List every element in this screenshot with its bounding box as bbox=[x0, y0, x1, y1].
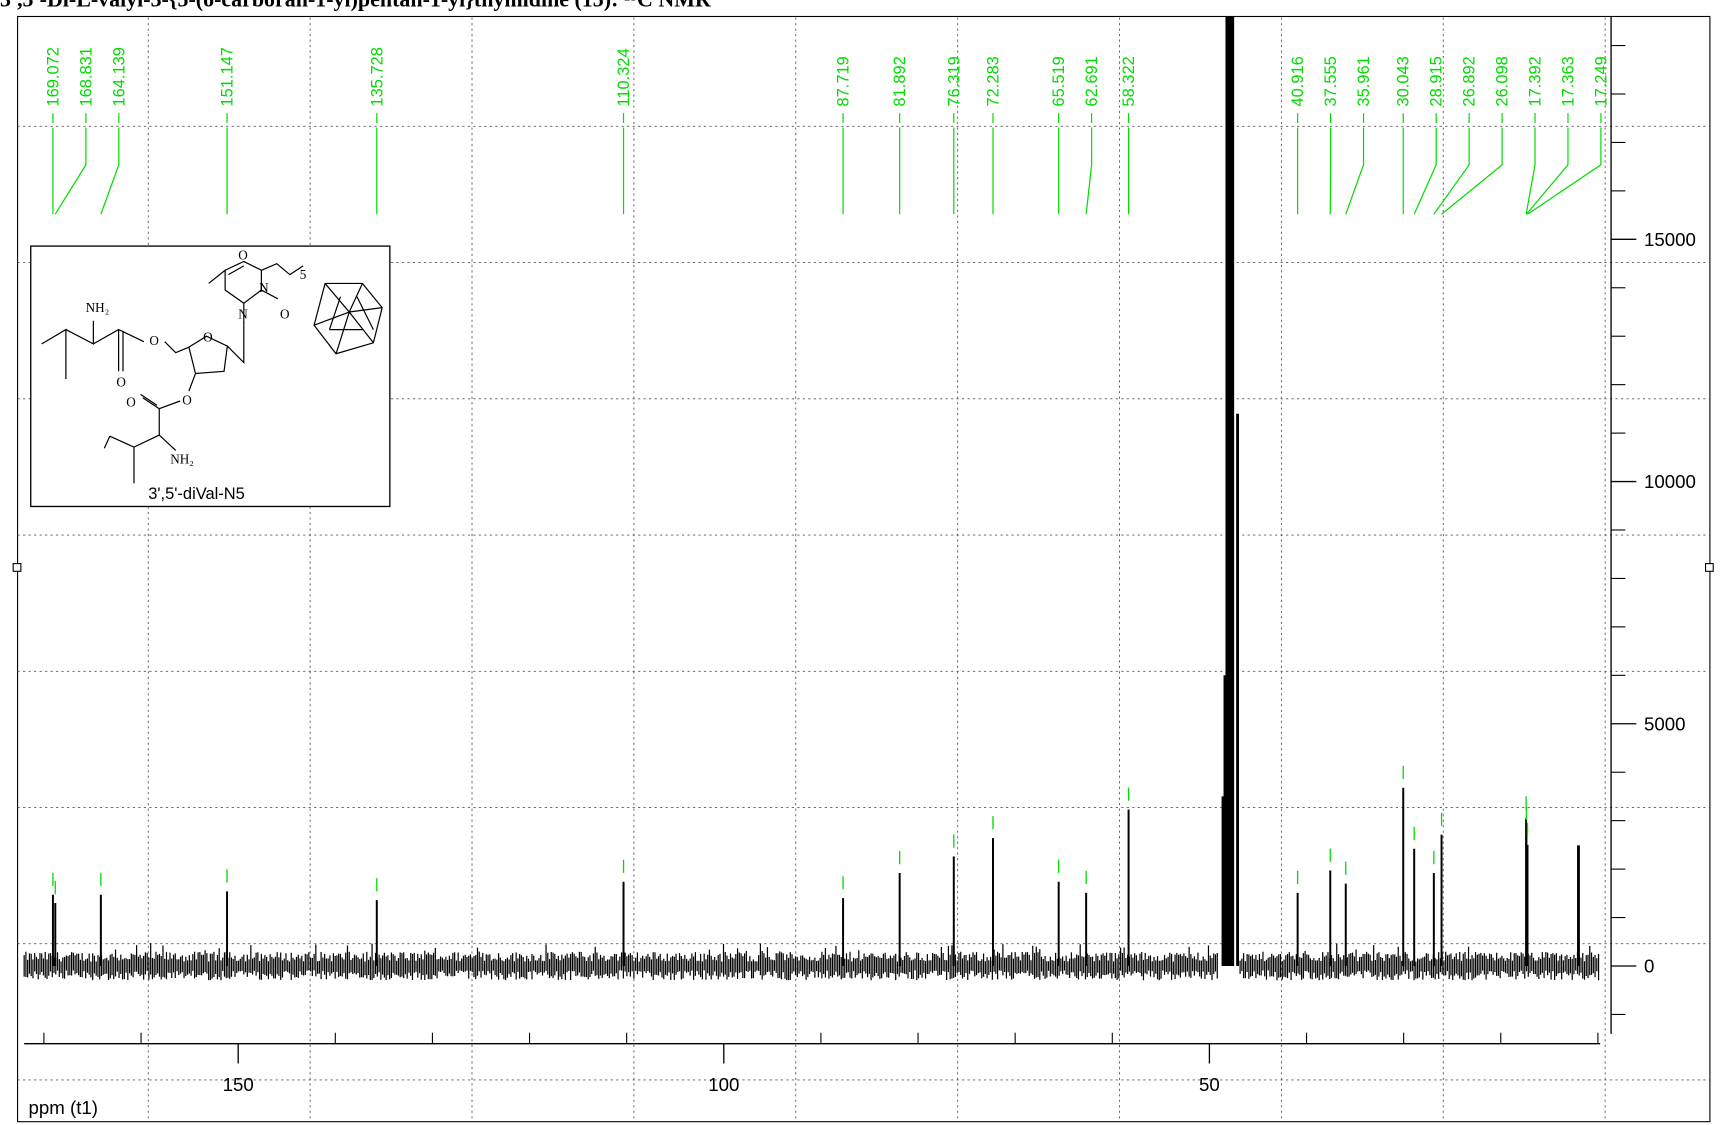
chart-title: 3',5'-Di-L-valyl-3-{5-(o-carboran-1-yl)p… bbox=[0, 0, 712, 12]
atom-label: N bbox=[259, 280, 269, 295]
peak-label: 28.915 bbox=[1428, 56, 1446, 106]
x-tick-label: 150 bbox=[223, 1074, 254, 1095]
structure-caption: 3',5'-diVal-N5 bbox=[148, 485, 245, 503]
atom-label: NH₂ bbox=[170, 452, 194, 467]
atom-label: O bbox=[203, 330, 213, 345]
peak-label: 17.392 bbox=[1527, 56, 1545, 106]
peak-label: 151.147 bbox=[219, 47, 237, 107]
annotations: 169.072 168.831 164.139 151.147 135.728 110.3… bbox=[44, 47, 1610, 895]
peak-label: 26.892 bbox=[1461, 56, 1479, 106]
peak-label: 17.249 bbox=[1592, 56, 1610, 106]
atom-label: 5 bbox=[300, 267, 307, 282]
peak-leader bbox=[1441, 113, 1503, 215]
peak-label: 81.892 bbox=[891, 56, 909, 106]
atom-label: O bbox=[116, 375, 126, 390]
atom-label: O bbox=[182, 392, 192, 407]
peak-label: 65.519 bbox=[1050, 56, 1068, 106]
x-tick-label: 50 bbox=[1199, 1074, 1220, 1095]
peak-label: 135.728 bbox=[368, 47, 386, 107]
peak-leader bbox=[1085, 113, 1093, 215]
grid bbox=[17, 17, 1710, 1121]
peak-label: 40.916 bbox=[1289, 56, 1307, 106]
baseline-noise bbox=[23, 943, 1600, 981]
axes: 150 100 50 ppm (t1) 0 5000 10000 15000 bbox=[24, 16, 1696, 1118]
y-tick-label: 10000 bbox=[1644, 471, 1696, 492]
atom-label: NH₂ bbox=[86, 300, 110, 315]
peak-leader bbox=[54, 113, 87, 215]
peak-label: 72.283 bbox=[984, 56, 1002, 106]
peak-leader bbox=[1525, 113, 1569, 215]
handle bbox=[1704, 563, 1714, 572]
peak-leader bbox=[1525, 113, 1536, 215]
peak-leader bbox=[100, 113, 120, 215]
atom-label: N bbox=[238, 307, 248, 322]
peak-label: 76.319 bbox=[945, 56, 963, 106]
structure-bonds bbox=[41, 260, 383, 484]
x-axis-label: ppm (t1) bbox=[29, 1097, 98, 1118]
handle bbox=[12, 563, 22, 572]
atom-label: O bbox=[238, 247, 248, 262]
peak-label: 30.043 bbox=[1395, 56, 1413, 106]
atom-label: O bbox=[280, 307, 290, 322]
peak-label: 35.961 bbox=[1355, 56, 1373, 106]
peak-label: 58.322 bbox=[1120, 56, 1138, 106]
peak-leader bbox=[1345, 113, 1365, 215]
peak-label: 110.324 bbox=[615, 48, 633, 106]
y-tick-label: 15000 bbox=[1644, 229, 1696, 250]
spectrum bbox=[23, 16, 1600, 981]
peak-label: 87.719 bbox=[835, 56, 853, 106]
inset-box bbox=[30, 245, 391, 508]
y-tick-label: 0 bbox=[1644, 956, 1654, 977]
atom-label: O bbox=[126, 394, 136, 409]
peak-leader bbox=[1433, 113, 1470, 215]
x-tick-label: 100 bbox=[708, 1074, 739, 1095]
y-tick-label: 5000 bbox=[1644, 713, 1686, 734]
peak-leader bbox=[1413, 113, 1437, 215]
peak-label: 62.691 bbox=[1083, 56, 1101, 106]
peak-label: 169.072 bbox=[44, 47, 62, 107]
peak-label: 164.139 bbox=[110, 47, 128, 107]
peak-label: 26.098 bbox=[1494, 56, 1512, 106]
atom-label: O bbox=[149, 333, 159, 348]
peak-label: 17.363 bbox=[1559, 56, 1577, 106]
peak-label: 37.555 bbox=[1322, 56, 1340, 106]
peak-label: 168.831 bbox=[77, 47, 95, 107]
peak-leader bbox=[1527, 113, 1602, 215]
